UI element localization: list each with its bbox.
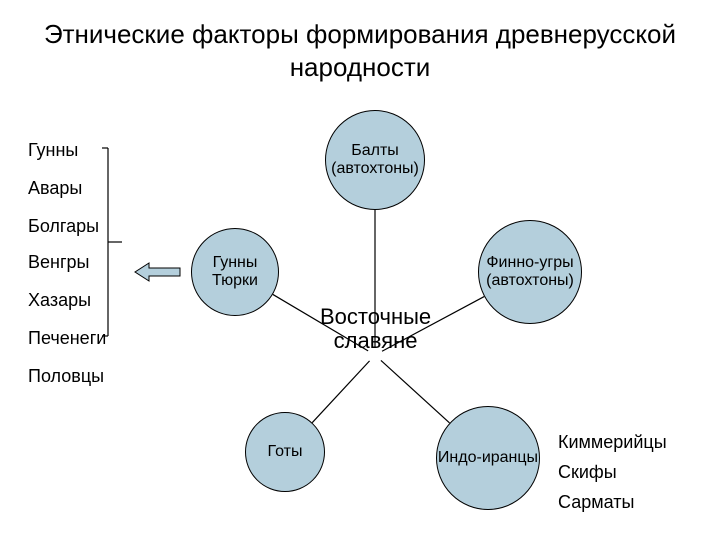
list-item: Половцы: [28, 366, 104, 387]
list-item: Гунны: [28, 140, 78, 161]
node-huns: ГунныТюрки: [191, 228, 279, 316]
node-indo: Индо-иранцы: [436, 406, 540, 510]
node-finno: Финно-угры(автохтоны): [478, 220, 582, 324]
node-balts: Балты(автохтоны): [325, 110, 425, 210]
right-label: Киммерийцы: [558, 432, 667, 453]
right-label: Скифы: [558, 462, 617, 483]
node-goths: Готы: [245, 412, 325, 492]
list-item: Печенеги: [28, 328, 106, 349]
list-item: Венгры: [28, 252, 89, 273]
center-label: Восточныеславяне: [320, 305, 431, 353]
right-label: Сарматы: [558, 492, 634, 513]
list-item: Хазары: [28, 290, 91, 311]
list-item: Авары: [28, 178, 82, 199]
page-title: Этнические факторы формирования древнеру…: [0, 18, 720, 83]
list-item: Болгары: [28, 216, 99, 237]
